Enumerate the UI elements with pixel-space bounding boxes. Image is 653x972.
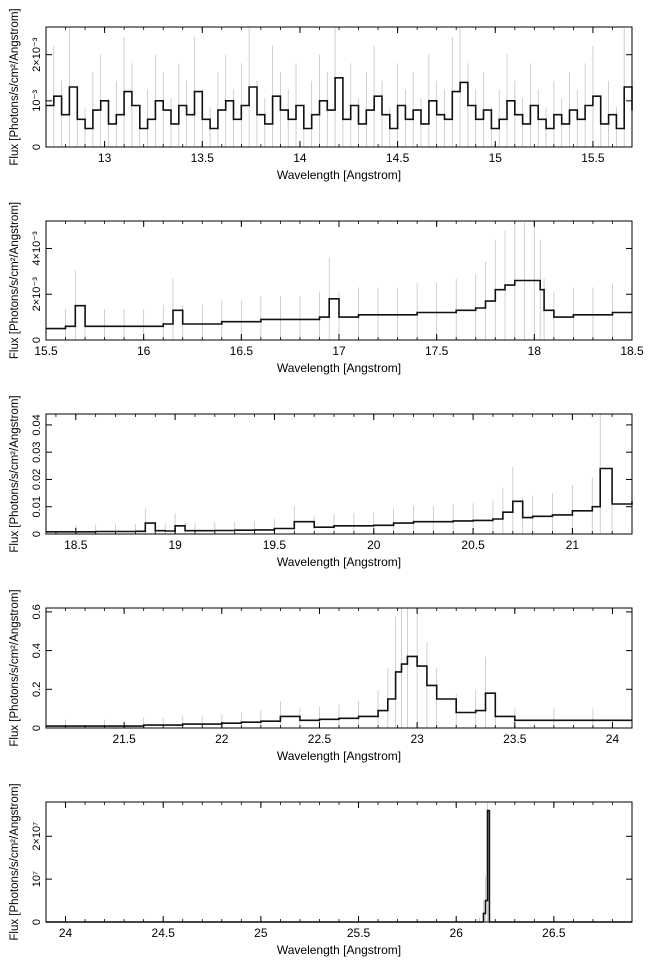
x-tick-label: 26.5 bbox=[542, 926, 566, 940]
x-tick-label: 14 bbox=[293, 151, 307, 165]
y-tick-label: 0.01 bbox=[31, 496, 43, 517]
x-tick-label: 24.5 bbox=[152, 926, 176, 940]
series-line bbox=[46, 655, 632, 727]
y-tick-label: 4×10⁻³ bbox=[31, 231, 43, 266]
x-axis-label: Wavelength [Angstrom] bbox=[277, 168, 401, 182]
error-bars bbox=[45, 608, 633, 728]
x-tick-label: 15.5 bbox=[581, 151, 605, 165]
y-tick-label: 0 bbox=[31, 531, 43, 537]
y-tick-label: 0 bbox=[31, 725, 43, 731]
y-axis-label: Flux [Photons/s/cm²/Angstrom] bbox=[9, 395, 21, 552]
y-tick-label: 0 bbox=[31, 144, 43, 150]
plot-frame bbox=[45, 413, 633, 535]
y-axis-label: Flux [Photons/s/cm²/Angstrom] bbox=[9, 202, 21, 359]
y-tick-label: 2×10⁻³ bbox=[31, 37, 43, 72]
y-tick-label: 2×10⁷ bbox=[31, 822, 43, 851]
series-line bbox=[46, 467, 633, 533]
x-axis-label: Wavelength [Angstrom] bbox=[277, 749, 401, 763]
y-axis-label: Flux [Photons/s/cm²/Angstrom] bbox=[9, 589, 21, 746]
chart-panel-3: 18.5 19 19.5 20 20.5 21 0 0.01 0.02 0.03 0.04 Wavel… bbox=[9, 395, 633, 569]
x-tick-label: 16 bbox=[137, 344, 151, 358]
x-tick-label: 14.5 bbox=[386, 151, 410, 165]
chart-panel-5: 24 24.5 25 25.5 26 26.5 0 10⁷ 2×10⁷ Wavelength [A… bbox=[9, 783, 633, 957]
x-tick-label: 18 bbox=[528, 344, 542, 358]
y-tick-label: 0.03 bbox=[31, 441, 43, 462]
y-tick-label: 0.2 bbox=[31, 682, 43, 697]
x-axis-label: Wavelength [Angstrom] bbox=[277, 943, 401, 957]
x-tick-label: 19.5 bbox=[263, 538, 287, 552]
y-tick-label: 10⁻³ bbox=[31, 90, 43, 112]
x-axis-label: Wavelength [Angstrom] bbox=[277, 555, 401, 569]
x-tick-label: 15 bbox=[489, 151, 503, 165]
x-tick-label: 18.5 bbox=[620, 344, 644, 358]
x-axis-label: Wavelength [Angstrom] bbox=[277, 361, 401, 375]
x-tick-label: 20.5 bbox=[461, 538, 485, 552]
x-tick-label: 19 bbox=[168, 538, 182, 552]
x-tick-label: 16.5 bbox=[230, 344, 254, 358]
error-bars bbox=[45, 27, 633, 147]
x-tick-label: 25 bbox=[254, 926, 268, 940]
series-line bbox=[46, 77, 633, 130]
x-tick-label: 13 bbox=[98, 151, 112, 165]
series-line bbox=[46, 809, 632, 923]
y-tick-label: 0.6 bbox=[31, 604, 43, 619]
error-bars bbox=[45, 802, 633, 922]
error-bars bbox=[45, 222, 633, 340]
x-tick-label: 22.5 bbox=[308, 732, 332, 746]
x-tick-label: 21 bbox=[566, 538, 580, 552]
x-tick-label: 21.5 bbox=[112, 732, 136, 746]
x-tick-label: 24 bbox=[606, 732, 620, 746]
x-tick-label: 23.5 bbox=[503, 732, 527, 746]
x-tick-label: 18.5 bbox=[64, 538, 88, 552]
y-axis-label: Flux [Photons/s/cm²/Angstrom] bbox=[9, 8, 21, 165]
chart-panel-2: 15.5 16 16.5 17 17.5 18 18.5 0 2×10⁻³ 4×10⁻³ Wavel… bbox=[9, 202, 644, 375]
y-tick-label: 2×10⁻³ bbox=[31, 277, 43, 312]
y-tick-label: 10⁷ bbox=[31, 871, 43, 887]
y-tick-label: 0.4 bbox=[31, 643, 43, 658]
x-tick-label: 20 bbox=[367, 538, 381, 552]
chart-panel-4: 21.5 22 22.5 23 23.5 24 0 0.2 0.4 0.6 Wavelength [… bbox=[9, 589, 633, 763]
y-tick-label: 0.02 bbox=[31, 469, 43, 490]
y-axis-label: Flux [Photons/s/cm²/Angstrom] bbox=[9, 783, 21, 940]
y-tick-label: 0 bbox=[31, 337, 43, 343]
x-tick-label: 13.5 bbox=[191, 151, 215, 165]
x-tick-label: 15.5 bbox=[34, 344, 58, 358]
x-tick-label: 23 bbox=[410, 732, 424, 746]
plot-frame bbox=[45, 26, 633, 148]
y-tick-label: 0 bbox=[31, 919, 43, 925]
x-tick-label: 17 bbox=[332, 344, 346, 358]
chart-panel-1: 13 13.5 14 14.5 15 15.5 0 10⁻³ 2×10⁻³ Wavelength … bbox=[9, 8, 633, 182]
x-tick-label: 26 bbox=[450, 926, 464, 940]
x-tick-label: 17.5 bbox=[425, 344, 449, 358]
y-tick-label: 0.04 bbox=[31, 414, 43, 435]
series-line bbox=[46, 279, 632, 330]
x-tick-label: 22 bbox=[215, 732, 229, 746]
x-tick-label: 25.5 bbox=[347, 926, 371, 940]
x-tick-label: 24 bbox=[59, 926, 73, 940]
plot-frame bbox=[45, 801, 633, 923]
